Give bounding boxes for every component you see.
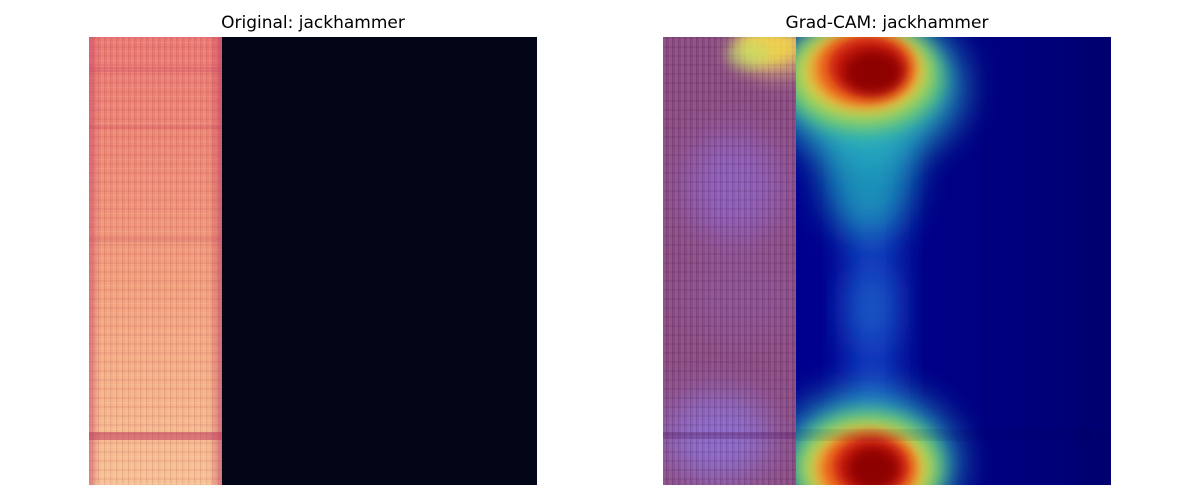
original-title: Original: jackhammer xyxy=(221,13,405,33)
gradcam-heatmap xyxy=(663,37,1111,485)
original-spectrogram xyxy=(89,37,537,485)
gradcam-title: Grad-CAM: jackhammer xyxy=(785,13,989,33)
